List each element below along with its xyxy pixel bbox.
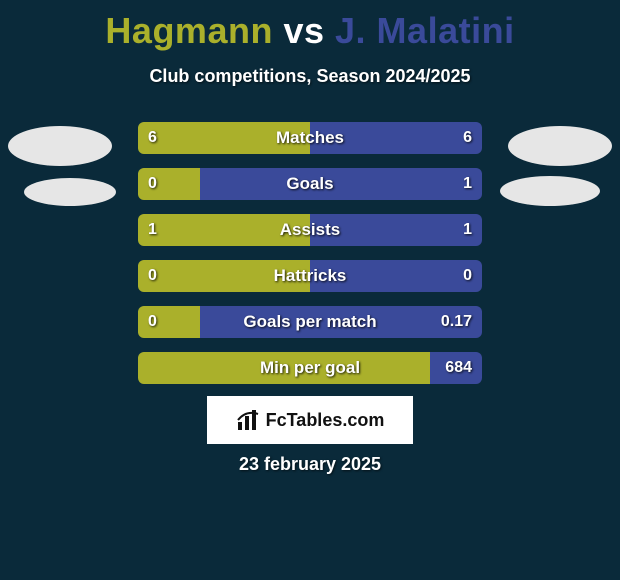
player1-name: Hagmann	[105, 10, 273, 51]
brand-chart-icon	[236, 408, 260, 432]
player2-logo-primary	[508, 126, 612, 166]
stat-row: 00.17Goals per match	[138, 306, 482, 338]
stat-fill-left	[138, 352, 430, 384]
stat-value-right: 1	[463, 221, 472, 239]
stat-value-left: 6	[148, 129, 157, 147]
player1-logo-primary	[8, 126, 112, 166]
stat-fill-left	[138, 122, 310, 154]
stat-value-right: 0	[463, 267, 472, 285]
date-label: 23 february 2025	[0, 454, 620, 475]
stat-value-left: 0	[148, 313, 157, 331]
stat-fill-left	[138, 260, 310, 292]
stat-value-left: 1	[148, 221, 157, 239]
stat-value-right: 1	[463, 175, 472, 193]
stat-row: 01Goals	[138, 168, 482, 200]
stat-fill-right	[310, 122, 482, 154]
title: Hagmann vs J. Malatini	[0, 0, 620, 52]
stat-fill-left	[138, 214, 310, 246]
player2-name: J. Malatini	[335, 10, 515, 51]
stat-row: 684Min per goal	[138, 352, 482, 384]
title-vs: vs	[283, 10, 324, 51]
player1-logo-secondary	[24, 178, 116, 206]
brand-text: FcTables.com	[266, 410, 385, 431]
stat-fill-right	[310, 260, 482, 292]
stat-value-left: 0	[148, 267, 157, 285]
stat-row: 11Assists	[138, 214, 482, 246]
comparison-card: Hagmann vs J. Malatini Club competitions…	[0, 0, 620, 580]
stat-row: 00Hattricks	[138, 260, 482, 292]
stat-value-right: 6	[463, 129, 472, 147]
stat-fill-right	[200, 168, 482, 200]
stat-value-right: 684	[445, 359, 472, 377]
stat-value-right: 0.17	[441, 313, 472, 331]
subtitle: Club competitions, Season 2024/2025	[0, 66, 620, 87]
stat-fill-right	[310, 214, 482, 246]
brand-badge: FcTables.com	[207, 396, 413, 444]
stat-value-left: 0	[148, 175, 157, 193]
player2-logo-secondary	[500, 176, 600, 206]
stat-bars: 66Matches01Goals11Assists00Hattricks00.1…	[138, 122, 482, 398]
stat-fill-right	[200, 306, 482, 338]
stat-row: 66Matches	[138, 122, 482, 154]
